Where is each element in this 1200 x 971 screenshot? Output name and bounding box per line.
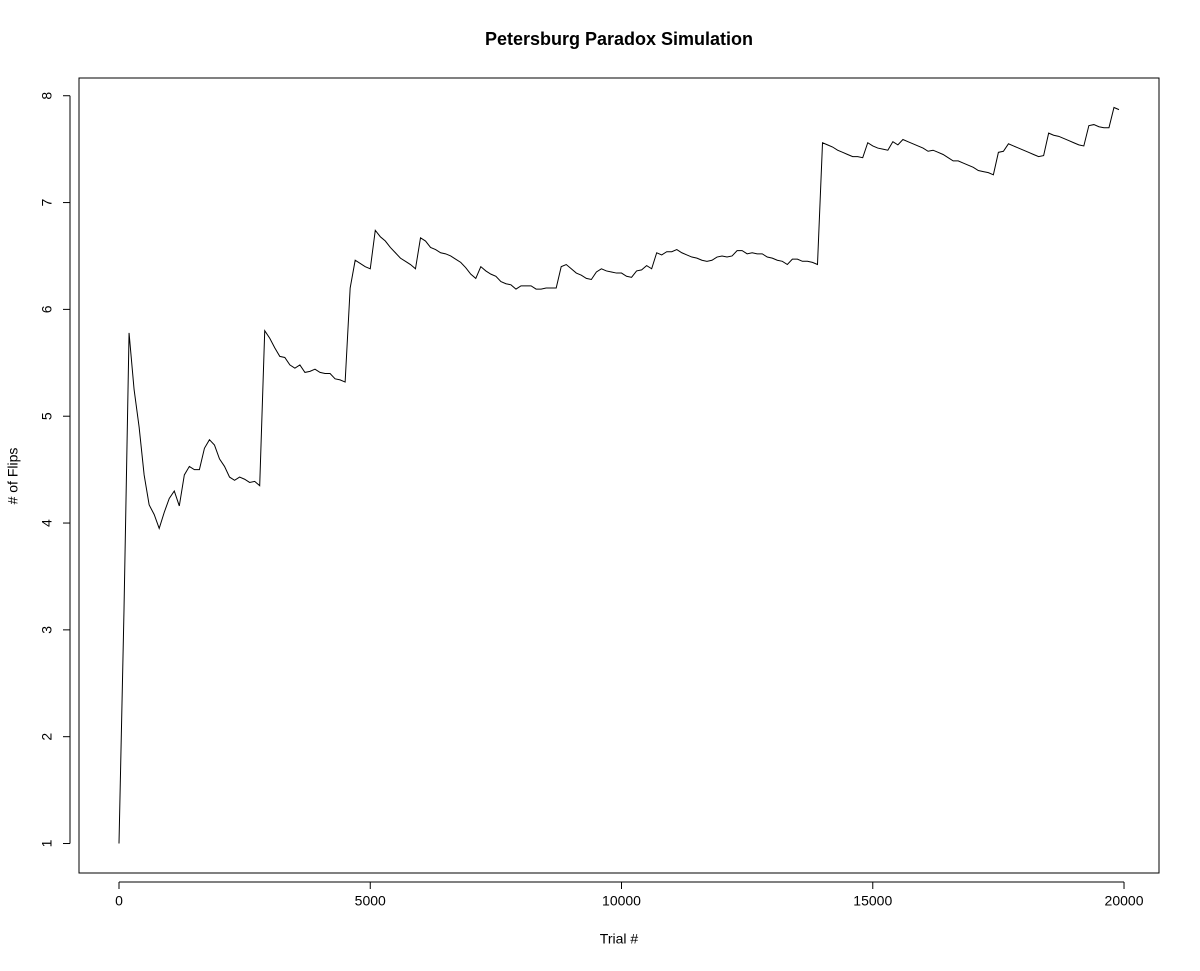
y-tick-label: 1: [39, 839, 55, 847]
x-axis-label: Trial #: [600, 931, 639, 947]
y-axis-label: # of Flips: [5, 448, 21, 505]
x-tick-label: 0: [115, 893, 123, 909]
y-tick-label: 5: [39, 412, 55, 420]
x-tick-label: 15000: [853, 893, 892, 909]
data-line: [118, 106, 1120, 844]
x-tick-label: 5000: [355, 893, 386, 909]
x-tick-label: 10000: [602, 893, 641, 909]
y-tick-label: 4: [39, 519, 55, 527]
chart-title: Petersburg Paradox Simulation: [485, 29, 753, 49]
x-tick-label: 20000: [1105, 893, 1144, 909]
y-tick-label: 7: [39, 198, 55, 206]
y-tick-label: 2: [39, 733, 55, 741]
y-tick-label: 6: [39, 305, 55, 313]
plot-box: [78, 77, 1160, 874]
y-tick-label: 8: [39, 92, 55, 100]
y-tick-label: 3: [39, 626, 55, 634]
